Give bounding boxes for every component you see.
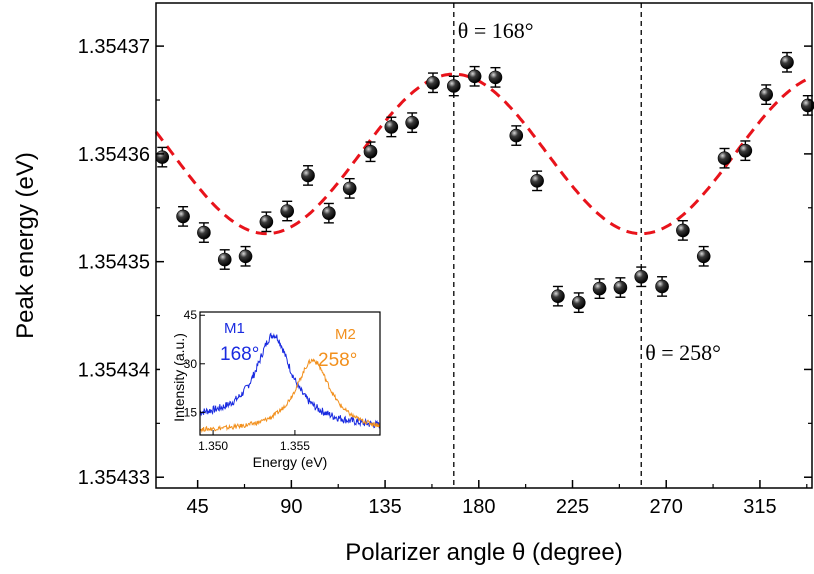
error-bars: [157, 51, 813, 314]
data-point: [467, 69, 482, 84]
data-point: [280, 204, 295, 218]
data-point: [613, 280, 628, 295]
y-tick-label: 1.35436: [78, 144, 150, 166]
data-point: [197, 225, 211, 240]
data-point: [363, 144, 378, 159]
data-point: [488, 70, 503, 85]
data-point: [696, 249, 711, 264]
x-axis: 45 90 135 180 225 270 315: [187, 480, 808, 518]
x-tick-label: 315: [743, 496, 776, 518]
data-point: [634, 269, 649, 284]
inset-label-m1: M1: [224, 320, 245, 337]
data-point: [426, 75, 440, 90]
data-points: [155, 55, 814, 310]
data-point: [551, 289, 565, 303]
data-point: [571, 295, 586, 310]
data-point: [342, 181, 357, 196]
data-point: [322, 206, 336, 220]
inset-label-m2: M2: [335, 326, 356, 343]
data-point: [717, 151, 732, 165]
inset-angle-m1: 168°: [220, 344, 259, 365]
data-point: [759, 87, 773, 102]
y-tick-label: 1.35433: [78, 467, 150, 489]
x-tick-label: 90: [280, 496, 302, 518]
inset-background: [160, 300, 388, 476]
data-point: [301, 168, 315, 183]
data-point: [738, 143, 753, 158]
data-point: [384, 120, 399, 134]
data-point: [655, 279, 669, 294]
inset-angle-m2: 258°: [318, 350, 357, 371]
y-tick-label: 1.35435: [78, 252, 150, 274]
y-tick-label: 1.35434: [78, 359, 150, 381]
data-point: [155, 150, 170, 164]
inset-x-tick-label: 1.355: [280, 439, 310, 453]
x-tick-label: 180: [462, 496, 495, 518]
x-tick-label: 45: [187, 496, 209, 518]
data-point: [447, 79, 461, 93]
data-point: [176, 209, 190, 224]
data-point: [780, 55, 794, 70]
data-point: [592, 281, 607, 296]
inset-y-tick-label: 30: [184, 357, 198, 371]
annotation-258: θ = 258°: [645, 340, 721, 365]
data-point: [238, 249, 253, 264]
inset-axes: 1.350 1.355 15 30 45: [184, 308, 311, 453]
data-point: [509, 128, 524, 143]
x-tick-label: 270: [650, 496, 683, 518]
inset-plot: 1.350 1.355 15 30 45 Energy (eV) Intensity (…: [160, 300, 388, 476]
inset-frame: [199, 311, 381, 436]
data-point: [259, 214, 274, 229]
annotation-168: θ = 168°: [458, 18, 534, 43]
inset-x-axis-title: Energy (eV): [253, 454, 328, 470]
data-point: [530, 174, 544, 188]
y-axis: 1.35433 1.35434 1.35435 1.35436 1.35437: [78, 36, 812, 489]
data-point: [217, 252, 232, 267]
data-point: [801, 98, 814, 113]
inset-y-tick-label: 15: [184, 405, 198, 419]
inset-y-tick-label: 45: [184, 308, 198, 322]
inset-x-tick-label: 1.350: [198, 439, 228, 453]
fit-curve: [154, 72, 813, 236]
main-plot: 45 90 135 180 225 270 315 1.354331.354341.3543…: [12, 2, 814, 566]
x-tick-label: 135: [368, 496, 401, 518]
x-axis-title: Polarizer angle θ (degree): [345, 539, 623, 566]
inset-series-m2: [199, 358, 381, 434]
plot-frame: [155, 2, 813, 489]
data-point: [405, 115, 419, 130]
y-axis-title: Peak energy (eV): [12, 152, 39, 339]
y-tick-label: 1.35437: [78, 36, 150, 58]
inset-series-m1: [199, 332, 381, 429]
x-tick-label: 225: [556, 496, 589, 518]
inset-y-axis-title: Intensity (a.u.): [171, 333, 187, 422]
data-point: [676, 223, 690, 238]
